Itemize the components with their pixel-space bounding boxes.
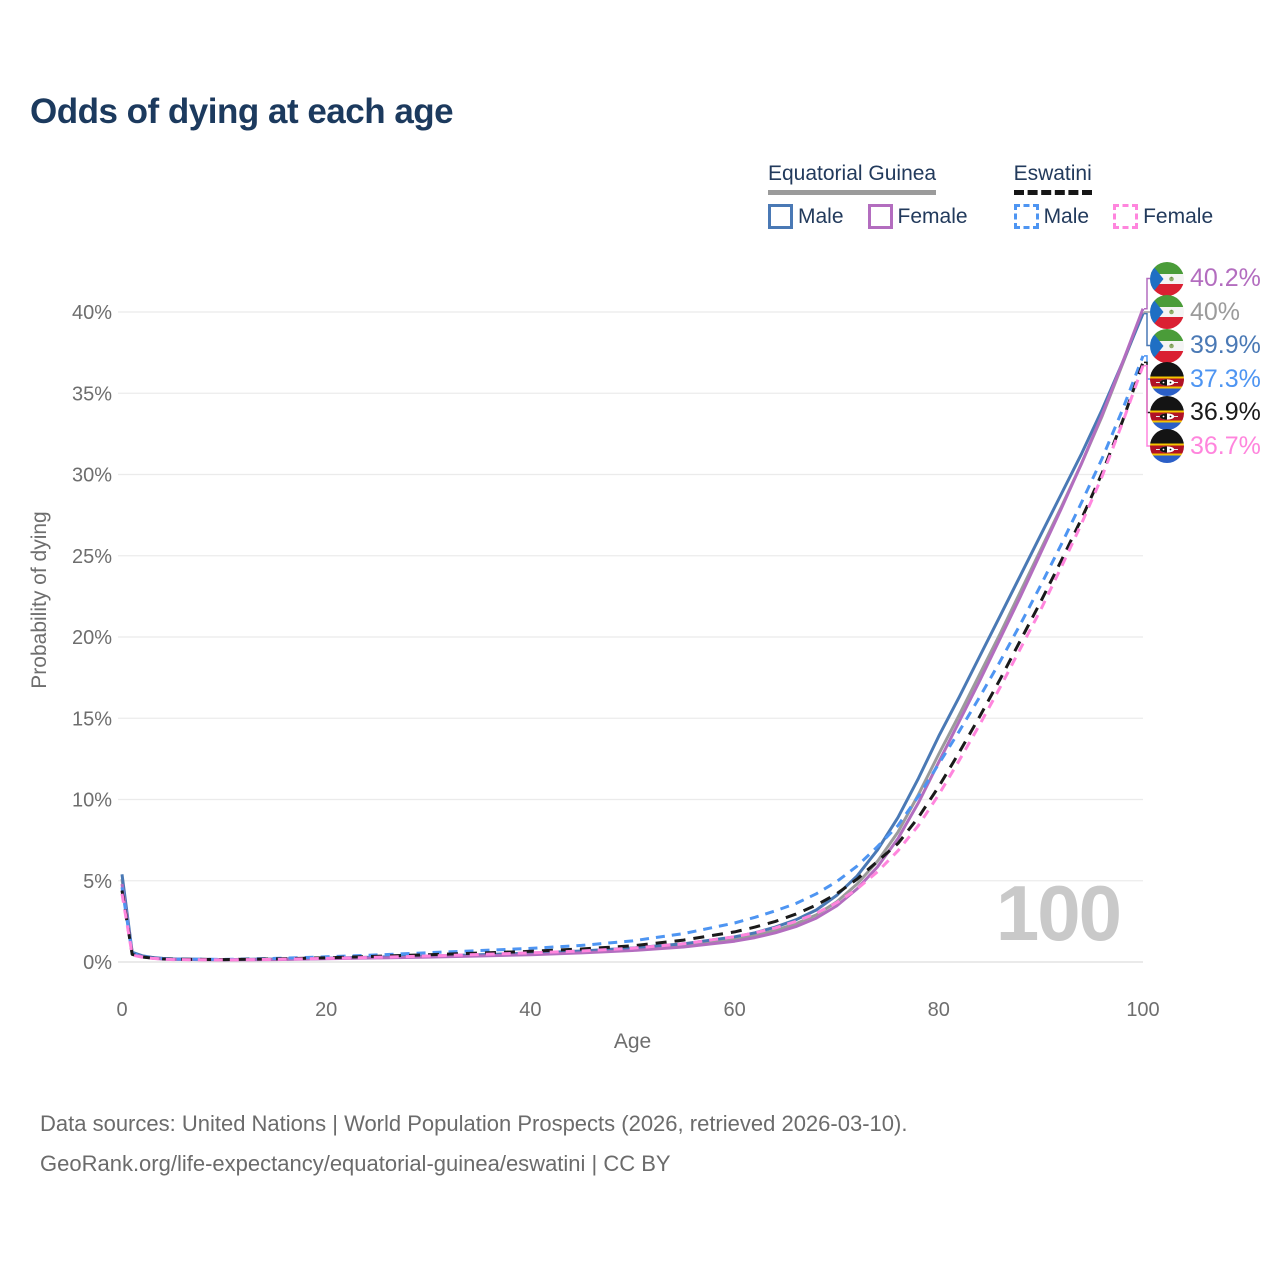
eswatini-flag-icon <box>1150 429 1184 463</box>
legend-country-equatorial-guinea[interactable]: Equatorial Guinea <box>768 162 937 195</box>
eswatini-flag-icon <box>1150 395 1184 430</box>
legend-item-equatorial-guinea-male[interactable]: Male <box>768 204 844 229</box>
end-label-value: 37.3% <box>1190 364 1261 393</box>
end-label-connector-eswatini-female <box>1144 364 1150 447</box>
y-tick-label: 25% <box>72 546 112 568</box>
end-label-connector-equatorial-guinea-female <box>1144 277 1150 310</box>
male-dashed-swatch <box>1013 204 1039 229</box>
y-tick-label: 20% <box>72 627 112 649</box>
end-label-eswatini-female: 36.7% <box>1150 429 1261 463</box>
x-tick-label: 80 <box>928 999 950 1021</box>
legend-item-label: Male <box>1043 204 1090 228</box>
x-tick-label: 40 <box>519 999 541 1021</box>
attribution-line: GeoRank.org/life-expectancy/equatorial-g… <box>40 1151 671 1176</box>
eswatini-flag-icon <box>1150 362 1184 396</box>
current-age-watermark: 100 <box>995 869 1122 957</box>
female-dashed-swatch <box>1113 204 1139 229</box>
series-line-eswatini-female[interactable] <box>120 365 1145 962</box>
legend-item-label: Female <box>1143 204 1214 228</box>
end-label-eswatini-male: 37.3% <box>1150 362 1261 396</box>
end-label-equatorial-guinea-both: 40% <box>1150 295 1240 329</box>
y-tick-label: 5% <box>83 871 112 893</box>
equatorial-guinea-flag-icon <box>1150 295 1184 329</box>
end-label-value: 39.9% <box>1190 331 1261 359</box>
end-label-equatorial-guinea-male: 39.9% <box>1150 328 1261 363</box>
legend-group-eswatini: Eswatini Male Female <box>1013 162 1213 229</box>
legend-item-equatorial-guinea-female[interactable]: Female <box>867 204 968 229</box>
end-label-value: 40.2% <box>1190 264 1261 292</box>
footer: Data sources: United Nations | World Pop… <box>40 1104 907 1184</box>
y-tick-label: 10% <box>72 790 112 812</box>
equatorial-guinea-flag-icon <box>1150 261 1184 296</box>
legend-item-eswatini-female[interactable]: Female <box>1113 204 1213 229</box>
equatorial-guinea-flag-icon <box>1150 328 1184 363</box>
x-tick-label: 0 <box>116 999 127 1021</box>
y-tick-label: 0% <box>83 952 112 974</box>
legend: Equatorial Guinea Male Female Eswatini M… <box>768 162 1213 229</box>
legend-item-label: Female <box>897 204 968 228</box>
y-axis-title: Probability of dying <box>28 511 51 688</box>
legend-country-eswatini[interactable]: Eswatini <box>1013 162 1092 195</box>
x-axis-title: Age <box>614 1030 651 1053</box>
legend-item-eswatini-male[interactable]: Male <box>1013 204 1090 229</box>
x-tick-label: 100 <box>1126 999 1159 1021</box>
end-label-eswatini-both: 36.9% <box>1150 395 1261 430</box>
female-solid-swatch <box>867 204 893 229</box>
end-label-value: 36.9% <box>1190 398 1261 426</box>
y-tick-label: 40% <box>72 302 112 324</box>
end-label-connector-equatorial-guinea-male <box>1144 312 1150 347</box>
page-title: Odds of dying at each age <box>30 92 454 131</box>
end-label-value: 36.7% <box>1190 431 1261 460</box>
legend-group-equatorial-guinea: Equatorial Guinea Male Female <box>768 162 968 229</box>
legend-item-label: Male <box>798 204 844 228</box>
series-line-eswatini-both[interactable] <box>120 361 1145 962</box>
end-label-value: 40% <box>1190 297 1241 326</box>
x-tick-label: 60 <box>723 999 745 1021</box>
end-label-equatorial-guinea-female: 40.2% <box>1150 261 1261 296</box>
male-solid-swatch <box>768 204 793 229</box>
y-tick-label: 35% <box>72 383 112 405</box>
y-tick-label: 30% <box>72 465 112 487</box>
y-tick-label: 15% <box>72 708 112 730</box>
x-tick-label: 20 <box>315 999 337 1021</box>
data-sources-line: Data sources: United Nations | World Pop… <box>40 1111 908 1136</box>
